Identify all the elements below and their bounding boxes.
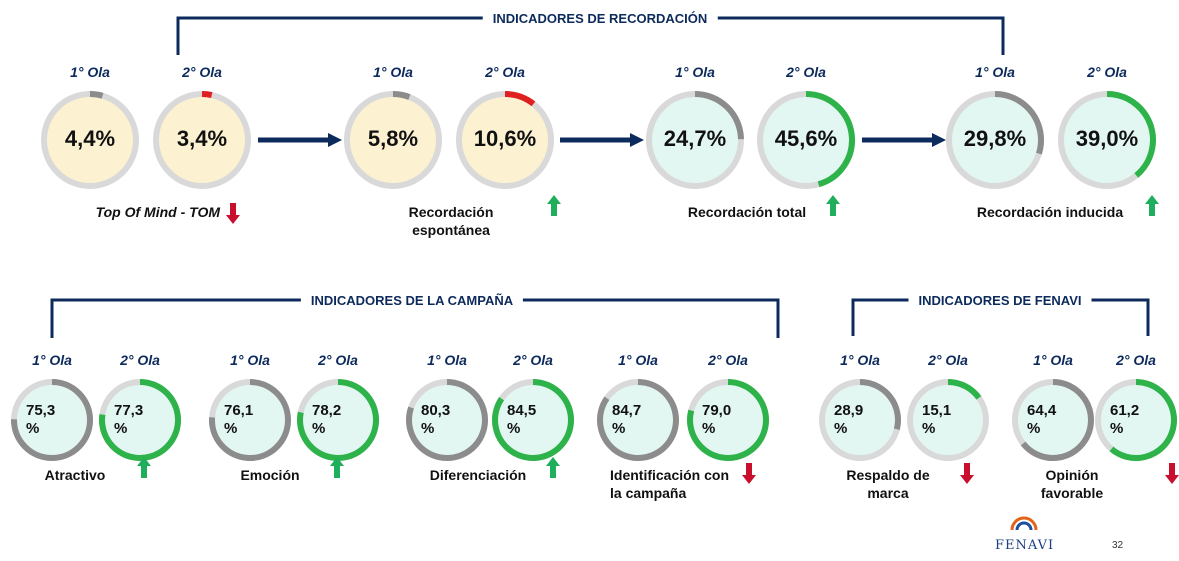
- caption: Identificación con la campaña: [610, 467, 730, 501]
- gauge-arc: [504, 91, 536, 107]
- trend-down: [742, 463, 756, 484]
- gauge-value: 78,2 %: [312, 402, 342, 437]
- logo-mark: [1010, 516, 1038, 531]
- trend-up: [1145, 195, 1159, 216]
- gauge-arc: [209, 379, 291, 461]
- trend-up: [547, 195, 561, 216]
- logo-text: FENAVI: [995, 538, 1055, 553]
- gauge-value: 10,6%: [473, 126, 537, 151]
- arrow-head: [630, 133, 644, 147]
- trend-down: [1165, 463, 1179, 484]
- gauge-value: 61,2 %: [1110, 402, 1140, 437]
- wave-label: 2° Ola: [708, 352, 748, 368]
- wave-label: 1° Ola: [1033, 352, 1073, 368]
- gauge-arc: [1106, 91, 1156, 178]
- page-number: 32: [1112, 540, 1124, 551]
- gauge-arc: [694, 91, 744, 140]
- wave-label: 2° Ola: [928, 352, 968, 368]
- gauge-value: 75,3 %: [26, 402, 56, 437]
- wave-label: 2° Ola: [485, 64, 525, 80]
- wave-label: 2° Ola: [786, 64, 826, 80]
- gauge-value: 79,0 %: [702, 402, 732, 437]
- wave-label: 2° Ola: [182, 64, 222, 80]
- caption: Atractivo: [44, 467, 106, 483]
- gauge-arc: [99, 379, 181, 461]
- gauge-value: 29,8%: [963, 126, 1027, 151]
- gauge-value: 28,9 %: [834, 402, 864, 437]
- wave-label: 2° Ola: [1087, 64, 1127, 80]
- gauge-arc: [392, 91, 411, 100]
- wave-label: 1° Ola: [618, 352, 658, 368]
- trend-down: [960, 463, 974, 484]
- gauge-arc: [805, 91, 855, 188]
- wave-label: 1° Ola: [70, 64, 110, 80]
- trend-up: [546, 457, 560, 478]
- gauge-value: 39,0%: [1075, 126, 1139, 151]
- caption: Emoción: [240, 467, 300, 483]
- gauge-arc: [687, 379, 769, 461]
- gauge-value: 15,1 %: [922, 402, 952, 437]
- gauge-arc: [1109, 379, 1177, 461]
- gauge-value: 64,4 %: [1027, 402, 1057, 437]
- arrow-head: [328, 133, 342, 147]
- gauge-arc: [297, 379, 379, 461]
- gauge-value: 24,7%: [663, 126, 727, 151]
- gauge-arc: [597, 379, 679, 461]
- section-title: INDICADORES DE RECORDACIÓN: [482, 11, 718, 26]
- trend-up: [137, 457, 151, 478]
- wave-label: 2° Ola: [1116, 352, 1156, 368]
- gauge-value: 76,1 %: [224, 402, 254, 437]
- trend-down: [226, 203, 240, 224]
- wave-label: 1° Ola: [675, 64, 715, 80]
- wave-label: 2° Ola: [318, 352, 358, 368]
- wave-label: 1° Ola: [427, 352, 467, 368]
- gauge-arc: [201, 91, 213, 98]
- gauge-value: 3,4%: [176, 126, 228, 151]
- gauge-value: 4,4%: [64, 126, 116, 151]
- caption: Recordación total: [687, 204, 807, 220]
- gauge-arc: [1020, 379, 1094, 461]
- wave-label: 1° Ola: [32, 352, 72, 368]
- gauge-value: 77,3 %: [114, 402, 144, 437]
- gauge-value: 84,5 %: [507, 402, 537, 437]
- caption: Diferenciación: [429, 467, 527, 483]
- caption: Opinión favorable: [1040, 467, 1104, 501]
- arrow-head: [932, 133, 946, 147]
- gauge-value: 84,7 %: [612, 402, 642, 437]
- wave-label: 2° Ola: [120, 352, 160, 368]
- trend-up: [826, 195, 840, 216]
- wave-label: 1° Ola: [975, 64, 1015, 80]
- gauge-value: 5,8%: [367, 126, 419, 151]
- trend-up: [330, 457, 344, 478]
- wave-label: 1° Ola: [373, 64, 413, 80]
- gauge-arc: [994, 91, 1044, 155]
- section-title: INDICADORES DE LA CAMPAÑA: [300, 293, 524, 308]
- wave-label: 1° Ola: [840, 352, 880, 368]
- wave-label: 1° Ola: [230, 352, 270, 368]
- caption: Recordación inducida: [976, 204, 1124, 220]
- gauge-arc: [406, 379, 488, 461]
- caption: Respaldo de marca: [846, 467, 930, 501]
- gauge-arc: [947, 379, 982, 400]
- gauge-arc: [89, 91, 104, 99]
- caption: Recordación espontánea: [408, 204, 494, 238]
- caption: Top Of Mind - TOM: [95, 204, 220, 220]
- section-title: INDICADORES DE FENAVI: [908, 293, 1092, 308]
- wave-label: 2° Ola: [513, 352, 553, 368]
- gauge-value: 80,3 %: [421, 402, 451, 437]
- gauge-arc: [492, 379, 574, 461]
- gauge-value: 45,6%: [774, 126, 838, 151]
- gauge-arc: [11, 379, 93, 461]
- gauge-arc: [859, 379, 901, 430]
